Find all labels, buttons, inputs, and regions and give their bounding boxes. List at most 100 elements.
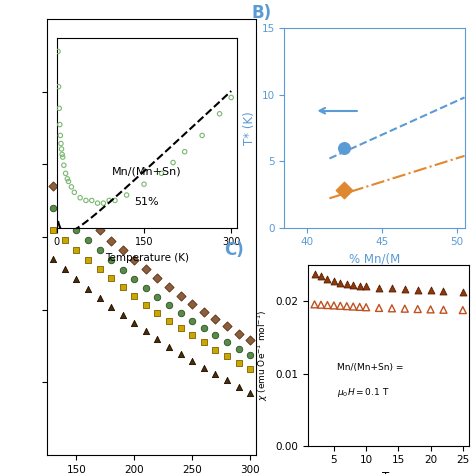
Point	[459, 288, 466, 295]
Point	[223, 338, 231, 346]
Point	[414, 286, 421, 293]
Text: Mn/(Mn+Sn) =: Mn/(Mn+Sn) =	[337, 363, 403, 372]
Point	[440, 306, 447, 313]
Point	[64, 175, 71, 182]
Point	[189, 357, 196, 365]
Point	[200, 364, 208, 372]
Point	[311, 301, 319, 308]
Point	[142, 284, 150, 292]
Point	[56, 132, 64, 139]
Point	[246, 352, 254, 359]
Point	[427, 306, 434, 313]
Point	[154, 293, 161, 301]
Point	[94, 200, 101, 207]
Point	[57, 140, 65, 147]
Point	[337, 302, 344, 310]
Point	[140, 181, 148, 188]
Point	[343, 281, 351, 288]
Point	[130, 275, 138, 283]
Point	[375, 304, 383, 312]
Point	[73, 275, 80, 283]
Point	[130, 256, 138, 264]
Point	[154, 274, 161, 282]
Point	[59, 153, 66, 161]
Point	[107, 303, 115, 310]
Point	[107, 237, 115, 245]
Point	[388, 285, 396, 292]
Point	[165, 301, 173, 309]
Point	[211, 315, 219, 323]
Point	[330, 277, 337, 285]
Point	[341, 187, 348, 194]
Point	[414, 305, 421, 313]
Point	[96, 294, 103, 302]
Point	[246, 337, 254, 344]
Point	[61, 193, 69, 201]
Point	[62, 170, 69, 177]
Text: $\mu_0 H = 0.1$ T: $\mu_0 H = 0.1$ T	[337, 386, 390, 399]
X-axis label: % Mn/(M: % Mn/(M	[349, 253, 400, 266]
Point	[107, 274, 115, 282]
Point	[311, 270, 319, 278]
Point	[228, 94, 235, 101]
Point	[84, 256, 92, 264]
Point	[55, 83, 63, 91]
Point	[356, 303, 364, 310]
Point	[189, 300, 196, 308]
Point	[73, 204, 80, 212]
Point	[317, 301, 325, 309]
Point	[198, 132, 206, 139]
Point	[235, 345, 242, 353]
Point	[177, 309, 184, 316]
Point	[119, 283, 127, 291]
Point	[96, 226, 103, 234]
Point	[154, 309, 161, 316]
Point	[123, 191, 130, 199]
Point	[317, 273, 325, 280]
Point	[71, 189, 78, 196]
Point	[49, 182, 57, 190]
Point	[223, 323, 231, 330]
Point	[100, 200, 107, 207]
Point	[177, 292, 184, 300]
Point	[235, 330, 242, 337]
Point	[189, 317, 196, 324]
Point	[388, 304, 396, 312]
Point	[211, 331, 219, 339]
Point	[107, 256, 115, 264]
X-axis label: Te: Te	[383, 471, 395, 474]
Point	[56, 121, 64, 128]
Point	[154, 336, 161, 343]
Point	[73, 226, 80, 234]
Point	[142, 265, 150, 273]
Point	[76, 194, 84, 201]
Point	[200, 308, 208, 316]
Point	[60, 162, 68, 169]
Point	[142, 301, 150, 309]
Point	[200, 338, 208, 346]
Point	[375, 284, 383, 292]
Point	[341, 144, 348, 152]
Point	[349, 303, 357, 310]
Point	[49, 204, 57, 212]
Point	[84, 285, 92, 292]
Point	[105, 197, 113, 204]
Point	[111, 197, 119, 204]
Point	[200, 324, 208, 332]
Point	[401, 285, 409, 293]
Point	[119, 266, 127, 273]
Point	[223, 376, 231, 384]
Point	[177, 350, 184, 358]
Point	[82, 197, 90, 204]
Point	[356, 282, 364, 290]
Point	[49, 255, 57, 263]
Point	[130, 319, 138, 327]
Point	[362, 283, 370, 290]
Point	[216, 110, 223, 118]
Point	[189, 331, 196, 339]
Point	[349, 281, 357, 289]
Point	[158, 170, 165, 177]
Y-axis label: T* (K): T* (K)	[243, 111, 256, 145]
Point	[73, 246, 80, 254]
Point	[68, 183, 75, 191]
